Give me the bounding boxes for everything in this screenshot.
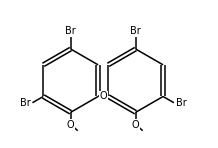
Text: O: O [67, 120, 75, 130]
Text: Br: Br [175, 98, 186, 108]
Text: Br: Br [130, 26, 141, 36]
Text: Br: Br [65, 26, 76, 36]
Text: O: O [132, 120, 140, 130]
Text: Br: Br [20, 98, 31, 108]
Text: O: O [99, 91, 107, 102]
